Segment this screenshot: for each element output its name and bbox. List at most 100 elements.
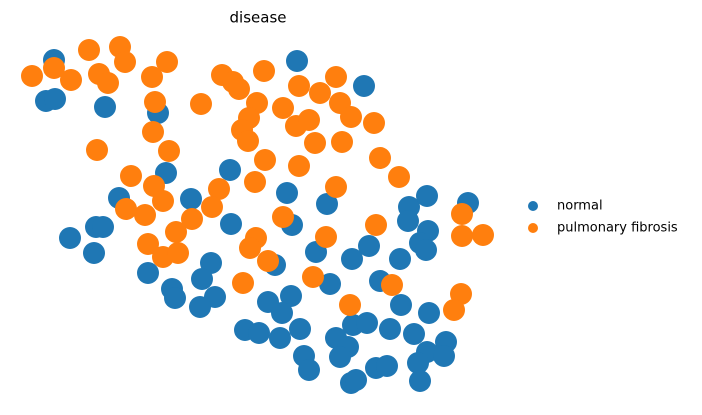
point bbox=[190, 93, 212, 115]
point bbox=[390, 294, 412, 316]
point bbox=[220, 213, 242, 235]
point bbox=[315, 226, 337, 248]
point bbox=[219, 159, 241, 181]
point bbox=[288, 75, 310, 97]
point bbox=[191, 268, 213, 290]
point bbox=[134, 204, 156, 226]
point bbox=[201, 196, 223, 218]
point bbox=[115, 198, 137, 220]
point bbox=[451, 203, 473, 225]
point bbox=[304, 132, 326, 154]
point bbox=[298, 359, 320, 381]
point bbox=[248, 322, 270, 344]
point bbox=[232, 272, 254, 294]
point bbox=[114, 51, 136, 73]
point bbox=[309, 82, 331, 104]
point bbox=[60, 69, 82, 91]
point bbox=[59, 227, 81, 249]
point bbox=[21, 65, 43, 87]
point bbox=[152, 190, 174, 212]
point bbox=[272, 97, 294, 119]
point bbox=[418, 302, 440, 324]
point bbox=[254, 149, 276, 171]
point bbox=[137, 233, 159, 255]
point bbox=[83, 242, 105, 264]
point bbox=[415, 239, 437, 261]
point bbox=[443, 299, 465, 321]
point bbox=[363, 112, 385, 134]
point bbox=[92, 216, 114, 238]
point bbox=[319, 273, 341, 295]
legend-marker bbox=[528, 223, 538, 233]
point bbox=[137, 262, 159, 284]
point bbox=[286, 50, 308, 72]
point bbox=[379, 318, 401, 340]
point bbox=[228, 78, 250, 100]
point bbox=[472, 224, 494, 246]
point bbox=[271, 302, 293, 324]
point bbox=[302, 266, 324, 288]
point bbox=[341, 248, 363, 270]
point bbox=[316, 193, 338, 215]
point bbox=[43, 57, 65, 79]
point bbox=[237, 130, 259, 152]
point bbox=[280, 285, 302, 307]
legend-label: pulmonary fibrosis bbox=[557, 221, 678, 236]
point bbox=[189, 296, 211, 318]
point bbox=[97, 72, 119, 94]
point bbox=[329, 346, 351, 368]
point bbox=[253, 60, 275, 82]
point bbox=[325, 176, 347, 198]
point bbox=[181, 208, 203, 230]
point bbox=[388, 166, 410, 188]
point bbox=[397, 210, 419, 232]
point bbox=[94, 96, 116, 118]
point bbox=[164, 287, 186, 309]
point bbox=[78, 39, 100, 61]
legend-label: normal bbox=[557, 199, 603, 214]
point bbox=[381, 274, 403, 296]
point bbox=[142, 121, 164, 143]
point bbox=[369, 147, 391, 169]
point bbox=[298, 109, 320, 131]
point bbox=[141, 66, 163, 88]
point bbox=[409, 370, 431, 392]
point bbox=[158, 140, 180, 162]
point bbox=[339, 294, 361, 316]
point bbox=[257, 250, 279, 272]
point bbox=[289, 318, 311, 340]
point bbox=[416, 185, 438, 207]
point bbox=[180, 188, 202, 210]
point bbox=[288, 155, 310, 177]
point bbox=[200, 252, 222, 274]
point bbox=[208, 178, 230, 200]
point bbox=[165, 221, 187, 243]
point bbox=[272, 206, 294, 228]
point bbox=[167, 242, 189, 264]
point bbox=[156, 51, 178, 73]
point bbox=[356, 312, 378, 334]
chart-title: disease bbox=[230, 9, 287, 27]
point bbox=[403, 323, 425, 345]
point bbox=[345, 369, 367, 391]
point bbox=[433, 345, 455, 367]
point bbox=[451, 225, 473, 247]
point bbox=[389, 248, 411, 270]
point bbox=[376, 355, 398, 377]
point bbox=[144, 91, 166, 113]
point bbox=[269, 327, 291, 349]
point bbox=[340, 106, 362, 128]
point bbox=[331, 131, 353, 153]
point bbox=[239, 237, 261, 259]
point bbox=[358, 235, 380, 257]
point bbox=[120, 165, 142, 187]
point bbox=[325, 66, 347, 88]
point bbox=[407, 352, 429, 374]
point bbox=[276, 182, 298, 204]
point bbox=[365, 214, 387, 236]
legend-marker bbox=[528, 201, 538, 211]
point bbox=[86, 139, 108, 161]
point bbox=[44, 88, 66, 110]
point bbox=[353, 75, 375, 97]
